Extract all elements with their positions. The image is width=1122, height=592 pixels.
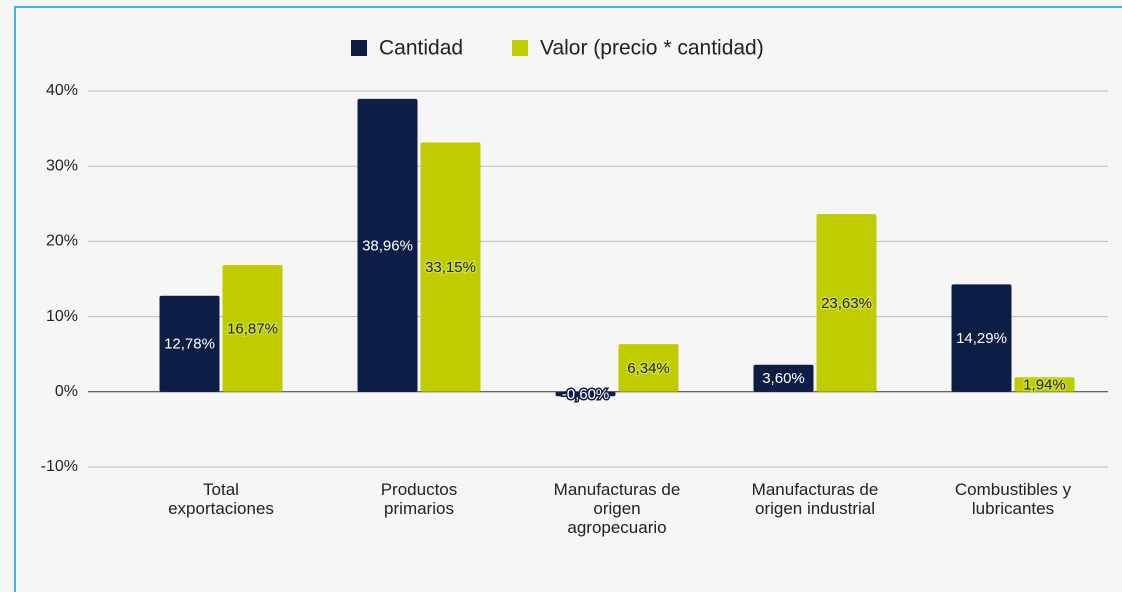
- frame: [14, 6, 1122, 592]
- bar: [159, 295, 220, 392]
- bar: [357, 98, 418, 392]
- data-label: -0,60%: [562, 386, 610, 403]
- legend-label: Cantidad: [379, 37, 463, 60]
- x-tick-label: Total exportaciones: [168, 480, 274, 518]
- x-tick-label: Combustibles y lubricantes: [954, 480, 1072, 518]
- x-tick-label: Productos primarios: [380, 480, 458, 518]
- bar: [420, 142, 481, 392]
- data-label: 1,94%: [1023, 376, 1066, 393]
- data-label: 23,63%: [821, 295, 872, 312]
- y-tick-label: 40%: [46, 82, 78, 99]
- legend-swatch: [512, 40, 528, 56]
- data-label: 14,29%: [956, 330, 1007, 347]
- y-tick-label: 10%: [46, 308, 78, 325]
- y-tick-label: 0%: [55, 383, 78, 400]
- x-tick-label: Manufacturas de origen agropecuario: [553, 480, 681, 537]
- bar: [753, 364, 814, 392]
- y-tick-label: -10%: [41, 458, 78, 475]
- data-label: 12,78%: [164, 336, 215, 353]
- y-tick-label: 30%: [46, 157, 78, 174]
- legend-label: Valor (precio * cantidad): [540, 37, 764, 60]
- bar: [222, 264, 283, 392]
- data-label: 3,60%: [762, 370, 805, 387]
- data-label: 16,87%: [227, 320, 278, 337]
- y-tick-label: 20%: [46, 233, 78, 250]
- bar: [1014, 377, 1075, 392]
- x-tick-label: Manufacturas de origen industrial: [751, 480, 879, 518]
- data-label: 6,34%: [627, 360, 670, 377]
- legend-swatch: [351, 40, 367, 56]
- data-label: 33,15%: [425, 259, 476, 276]
- bar: [816, 214, 877, 392]
- bar: [555, 391, 616, 397]
- data-label: 38,96%: [362, 237, 413, 254]
- bar: [951, 284, 1012, 392]
- bar: [618, 344, 679, 392]
